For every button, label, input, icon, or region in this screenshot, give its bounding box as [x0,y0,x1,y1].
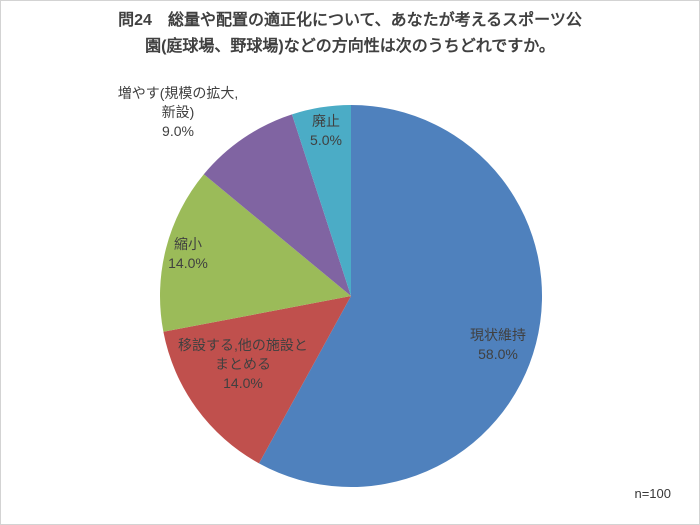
slice-label-increase-new-text-1: 増やす(規模の拡大, [117,85,239,101]
slice-label-relocate-merge-pct: 14.0% [223,375,263,391]
slice-label-abolish-text: 廃止 [312,113,340,129]
slice-label-maintain-pct: 58.0% [478,346,518,362]
slice-label-relocate-merge-text-1: 移設する,他の施設と [178,337,308,353]
slice-label-reduce-pct: 14.0% [168,255,208,271]
slice-label-relocate-merge: 移設する,他の施設と まとめる 14.0% [163,336,323,393]
slice-label-maintain: 現状維持 58.0% [428,326,568,364]
slice-label-reduce: 縮小 14.0% [148,235,228,273]
chart-title-line-1: 問24 総量や配置の適正化について、あなたが考えるスポーツ公 [118,12,582,29]
pie-slice-relocate-merge [163,296,351,464]
slice-label-reduce-text: 縮小 [174,236,202,252]
slice-label-increase-new: 増やす(規模の拡大, 新設) 9.0% [93,84,263,141]
slice-label-abolish: 廃止 5.0% [286,112,366,150]
sample-size-label: n=100 [634,486,671,501]
pie-slice-reduce [159,174,351,332]
slice-label-increase-new-text-2: 新設) [161,104,195,120]
pie-slice-maintain [258,105,543,487]
chart-title: 問24 総量や配置の適正化について、あなたが考えるスポーツ公 園(庭球場、野球場… [1,8,699,60]
pie-slice-abolish [291,105,351,296]
pie-slice-increase-new [203,114,351,296]
slice-label-increase-new-pct: 9.0% [162,123,194,139]
slice-label-maintain-text: 現状維持 [470,327,526,343]
slice-label-relocate-merge-text-2: まとめる [215,356,271,372]
chart-title-line-2: 園(庭球場、野球場)などの方向性は次のうちどれですか。 [145,38,555,55]
slice-label-abolish-pct: 5.0% [310,132,342,148]
